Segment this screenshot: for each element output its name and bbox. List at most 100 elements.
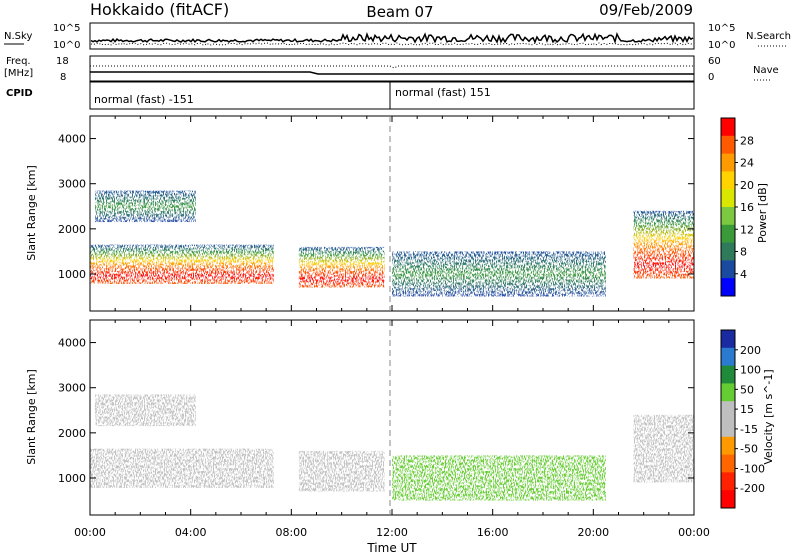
velocity-echo-marks — [90, 394, 694, 501]
freq-right-tick-bottom: 0 — [708, 72, 714, 83]
colorbar-tick-label: 12 — [740, 223, 754, 236]
nsky-noise-line — [90, 31, 694, 45]
colorbar-swatch — [721, 224, 735, 244]
x-tick-label: 04:00 — [175, 526, 207, 539]
colorbar-swatch — [721, 401, 735, 420]
x-tick-label: 08:00 — [275, 526, 307, 539]
nsearch-label: N.Search — [746, 31, 791, 42]
velocity-colorbar: 200 100 50 15 -15 -50 -100 -200 — [720, 329, 765, 509]
nsky-right-tick-bottom: 10^0 — [708, 40, 735, 51]
colorbar-tick-label: 20 — [740, 179, 754, 192]
echo-region — [95, 190, 196, 223]
freq-label-line2: [MHz] — [4, 68, 33, 79]
power-y-ticks: 1000 2000 3000 4000 — [58, 133, 694, 281]
power-x-ticks — [89, 116, 695, 311]
colorbar-swatch — [721, 207, 735, 226]
colorbar-tick-label: -50 — [740, 443, 758, 456]
nsky-left-tick-top: 10^5 — [53, 23, 80, 34]
freq-panel: Freq. [MHz] 18 8 60 0 Nave — [4, 55, 779, 83]
colorbar-swatch — [721, 135, 735, 155]
y-tick-label: 4000 — [58, 337, 86, 350]
freq-line — [90, 71, 694, 75]
colorbar-tick-label: 24 — [740, 157, 754, 170]
cpid-panel-frame — [89, 81, 695, 110]
colorbar-tick-label: 100 — [740, 364, 761, 377]
colorbar-swatch — [721, 153, 735, 172]
freq-label-line1: Freq. — [6, 56, 31, 67]
colorbar-swatch — [721, 242, 735, 261]
echo-region — [392, 455, 606, 501]
colorbar-tick-label: -100 — [740, 462, 765, 475]
colorbar-tick-label: -200 — [740, 482, 765, 495]
colorbar-frame — [720, 329, 736, 509]
echo-region — [90, 244, 274, 284]
power-colorbar: 28 24 20 16 12 8 4 — [720, 117, 754, 297]
echo-region — [95, 394, 196, 427]
x-tick-label: 16:00 — [477, 526, 509, 539]
beam-title: Beam 07 — [366, 3, 433, 21]
colorbar-swatch — [721, 260, 735, 279]
echo-region — [90, 448, 274, 488]
colorbar-tick-label: 50 — [740, 383, 754, 396]
echo-region — [298, 450, 385, 492]
nsky-panel-frame — [89, 22, 695, 50]
freq-panel-frame — [89, 55, 695, 82]
nave-line — [90, 65, 694, 69]
colorbar-tick-label: 200 — [740, 344, 761, 357]
colorbar-swatch — [721, 454, 735, 473]
x-tick-label: 00:00 — [678, 526, 710, 539]
station-title: Hokkaido (fitACF) — [90, 0, 229, 19]
x-tick-label: 00:00 — [74, 526, 106, 539]
velocity-colorbar-label: Velocity [m s^-1] — [762, 369, 775, 464]
power-panel: 1000 2000 3000 4000 Slant Range [km] — [25, 115, 695, 312]
y-tick-label: 1000 — [58, 472, 86, 485]
cpid-mode-1: normal (fast) -151 — [94, 93, 194, 106]
colorbar-tick-label: -15 — [740, 423, 758, 436]
colorbar-swatch — [721, 118, 735, 137]
echo-region — [633, 210, 694, 279]
colorbar-tick-label: 16 — [740, 201, 754, 214]
freq-left-tick-bottom: 8 — [60, 72, 66, 83]
velocity-x-ticks — [89, 320, 695, 515]
y-tick-label: 3000 — [58, 382, 86, 395]
nsky-right-tick-top: 10^5 — [708, 23, 735, 34]
colorbar-swatch — [721, 189, 735, 208]
x-tick-label: 12:00 — [376, 526, 408, 539]
colorbar-swatch — [721, 419, 735, 438]
echo-region — [298, 246, 385, 288]
echo-region — [633, 414, 694, 483]
colorbar-swatch — [721, 490, 735, 509]
cpid-label: CPID — [6, 88, 33, 99]
freq-left-tick-top: 18 — [56, 56, 69, 67]
velocity-y-ticks: 1000 2000 3000 4000 — [58, 337, 694, 485]
colorbar-swatch — [721, 383, 735, 402]
colorbar-swatch — [721, 330, 735, 349]
x-axis-label: Time UT — [366, 541, 417, 554]
nave-label: Nave — [753, 65, 779, 76]
y-tick-label: 2000 — [58, 223, 86, 236]
colorbar-swatch — [721, 171, 735, 190]
power-colorbar-label: Power [dB] — [756, 183, 769, 243]
nsky-label: N.Sky — [4, 31, 32, 42]
colorbar-tick-label: 28 — [740, 134, 754, 147]
echo-region — [392, 251, 606, 297]
colorbar-swatch — [721, 347, 735, 367]
cpid-mode-2: normal (fast) 151 — [395, 86, 491, 99]
y-tick-label: 2000 — [58, 427, 86, 440]
y-tick-label: 3000 — [58, 178, 86, 191]
colorbar-swatch — [721, 472, 735, 491]
colorbar-tick-label: 15 — [740, 403, 754, 416]
x-tick-labels: 00:00 04:00 08:00 12:00 16:00 20:00 00:00 — [74, 526, 710, 539]
colorbar-swatch — [721, 436, 735, 456]
y-tick-label: 1000 — [58, 268, 86, 281]
colorbar-tick-label: 4 — [740, 268, 747, 281]
colorbar-swatch — [721, 278, 735, 297]
date-title: 09/Feb/2009 — [599, 1, 693, 19]
power-echo-marks — [90, 190, 694, 297]
y-tick-label: 4000 — [58, 133, 86, 146]
colorbar-tick-label: 8 — [740, 246, 747, 259]
velocity-y-axis-label: Slant Range [km] — [25, 369, 38, 465]
nsky-panel: N.Sky 10^5 10^0 10^5 10^0 N.Search — [4, 22, 791, 51]
velocity-panel: 1000 2000 3000 4000 Slant Range [km] — [25, 319, 695, 516]
